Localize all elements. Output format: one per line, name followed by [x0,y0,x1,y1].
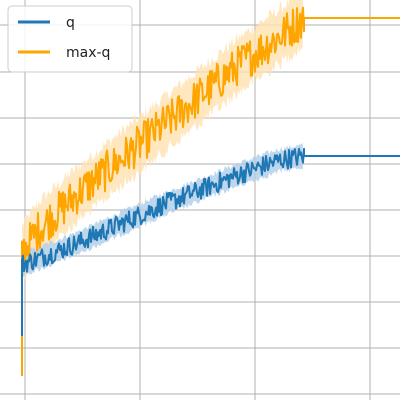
series-line-q [21,147,400,336]
series-lines [21,6,400,376]
series-line-max-q [21,6,400,376]
legend-label-q: q [66,15,75,31]
legend: q max-q [7,5,133,73]
legend-label-max-q: max-q [66,45,110,61]
